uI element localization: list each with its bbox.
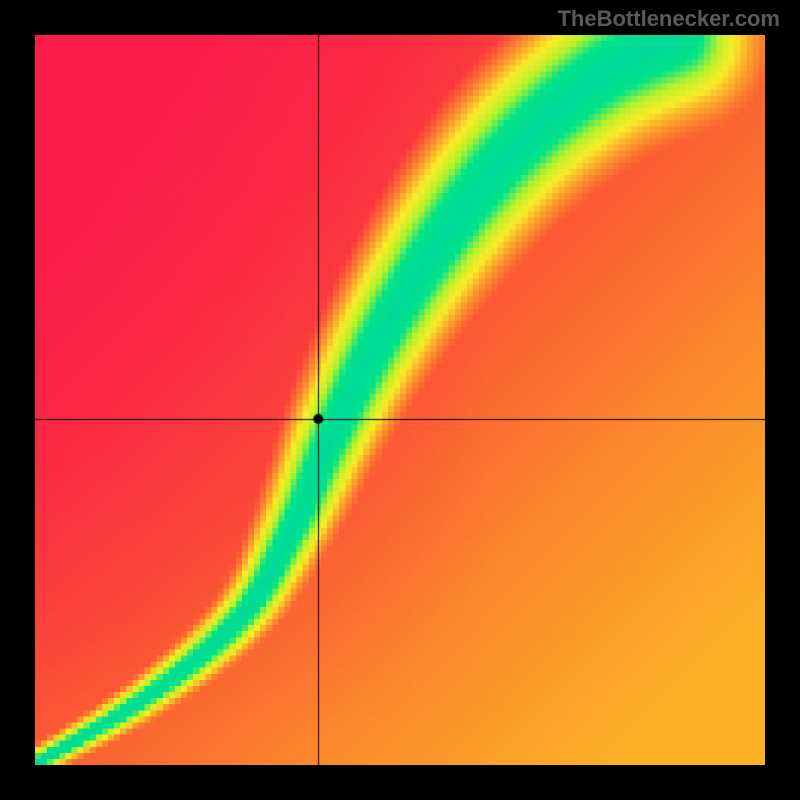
watermark-text: TheBottlenecker.com bbox=[557, 6, 780, 32]
chart-container: TheBottlenecker.com bbox=[0, 0, 800, 800]
overlay-canvas bbox=[35, 35, 765, 765]
